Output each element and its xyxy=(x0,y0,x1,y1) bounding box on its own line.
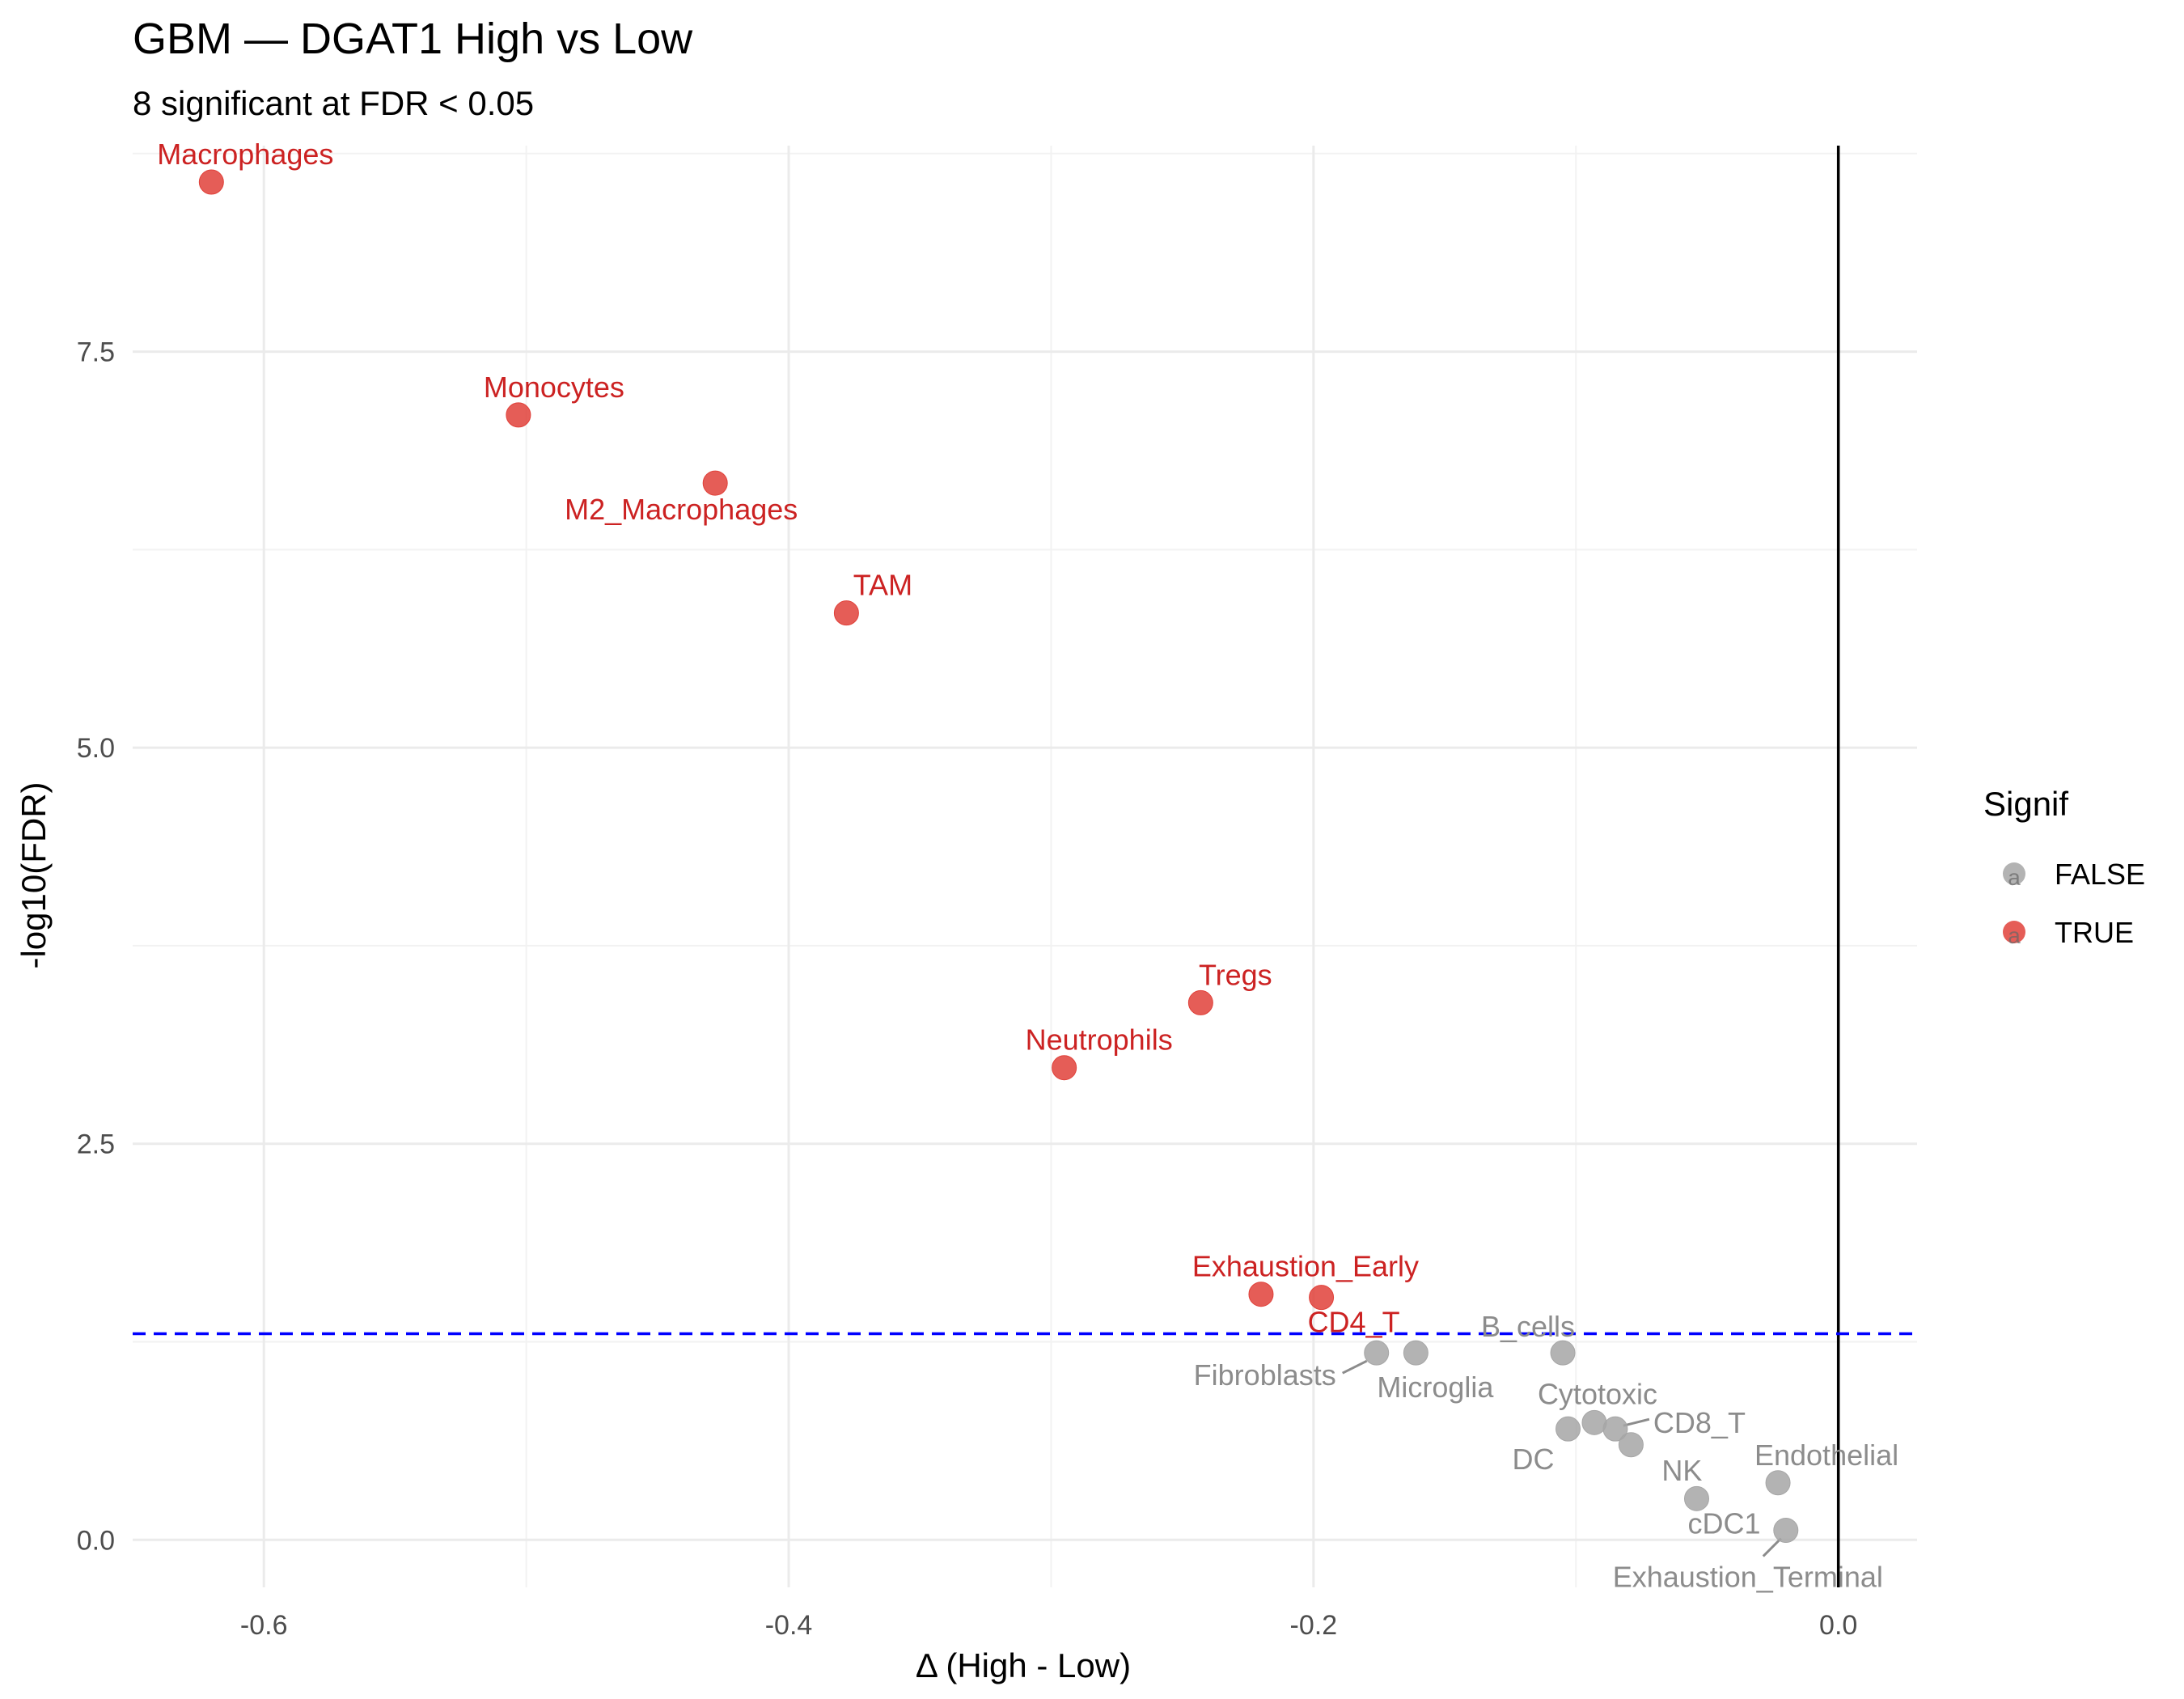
legend-key xyxy=(2003,862,2025,885)
data-points xyxy=(198,169,1799,1544)
data-point xyxy=(1364,1340,1390,1366)
data-point xyxy=(1683,1485,1709,1511)
data-point xyxy=(1581,1409,1607,1435)
legend: Signif a FALSE a TRUE xyxy=(1983,785,2145,949)
legend-label: FALSE xyxy=(2055,858,2145,891)
x-tick-label: 0.0 xyxy=(1819,1610,1857,1641)
x-axis-ticks: -0.6 -0.4 -0.2 0.0 xyxy=(240,1610,1857,1641)
legend-key-glyph: a xyxy=(2008,865,2021,890)
point-label: Macrophages xyxy=(157,138,333,171)
reference-lines xyxy=(133,146,1917,1587)
point-label: Exhaustion_Terminal xyxy=(1613,1561,1883,1594)
y-tick-label: 0.0 xyxy=(77,1525,115,1556)
x-tick-label: -0.4 xyxy=(765,1610,813,1641)
chart-subtitle: 8 significant at FDR < 0.05 xyxy=(133,84,534,122)
point-label: Cytotoxic xyxy=(1538,1377,1657,1410)
chart-title: GBM — DGAT1 High vs Low xyxy=(133,15,693,63)
data-point xyxy=(833,600,859,626)
y-tick-label: 5.0 xyxy=(77,733,115,764)
point-label: Monocytes xyxy=(484,371,624,404)
x-tick-label: -0.6 xyxy=(240,1610,288,1641)
point-label: Fibroblasts xyxy=(1194,1358,1336,1392)
point-label: TAM xyxy=(853,569,912,602)
legend-key-glyph: a xyxy=(2008,923,2021,948)
point-label: DC xyxy=(1513,1443,1555,1476)
data-point xyxy=(1765,1470,1791,1496)
legend-key xyxy=(2003,921,2025,943)
y-tick-label: 7.5 xyxy=(77,337,115,368)
y-axis-title: -log10(FDR) xyxy=(15,782,53,968)
data-point xyxy=(506,402,531,428)
point-label: CD8_T xyxy=(1653,1406,1746,1439)
point-label: cDC1 xyxy=(1687,1506,1760,1540)
y-axis-ticks: 0.0 2.5 5.0 7.5 xyxy=(77,337,115,1557)
point-label: CD4_T xyxy=(1308,1306,1400,1339)
data-point xyxy=(1248,1282,1274,1307)
minor-gridlines xyxy=(133,146,1917,1587)
point-label: NK xyxy=(1661,1454,1702,1487)
data-point xyxy=(1773,1518,1799,1544)
data-point xyxy=(1309,1285,1335,1311)
data-point xyxy=(198,169,224,195)
point-label: Exhaustion_Early xyxy=(1192,1250,1419,1283)
data-point xyxy=(1550,1340,1576,1366)
data-point xyxy=(1052,1055,1077,1081)
x-tick-label: -0.2 xyxy=(1290,1610,1338,1641)
data-point xyxy=(702,470,728,496)
data-point xyxy=(1403,1340,1428,1366)
point-label: Tregs xyxy=(1199,958,1272,991)
x-axis-title: Δ (High - Low) xyxy=(916,1646,1131,1684)
point-labels: Macrophages Monocytes M2_Macrophages TAM Tre… xyxy=(157,138,1898,1593)
point-label: Neutrophils xyxy=(1026,1023,1173,1057)
data-point xyxy=(1618,1432,1644,1458)
y-tick-label: 2.5 xyxy=(77,1129,115,1160)
label-connector-line xyxy=(1342,1359,1368,1375)
legend-title: Signif xyxy=(1983,785,2068,823)
legend-label: TRUE xyxy=(2055,916,2134,949)
point-label: B_cells xyxy=(1481,1310,1575,1343)
point-label: Microglia xyxy=(1377,1371,1494,1404)
point-label: M2_Macrophages xyxy=(565,493,798,526)
data-point xyxy=(1602,1416,1628,1442)
label-connectors xyxy=(1342,1359,1782,1557)
major-gridlines xyxy=(133,146,1917,1587)
data-point xyxy=(1555,1416,1581,1442)
data-point xyxy=(1187,989,1213,1015)
point-label: Endothelial xyxy=(1754,1438,1898,1472)
label-connector-line xyxy=(1623,1417,1650,1427)
label-connector-line xyxy=(1762,1537,1782,1557)
